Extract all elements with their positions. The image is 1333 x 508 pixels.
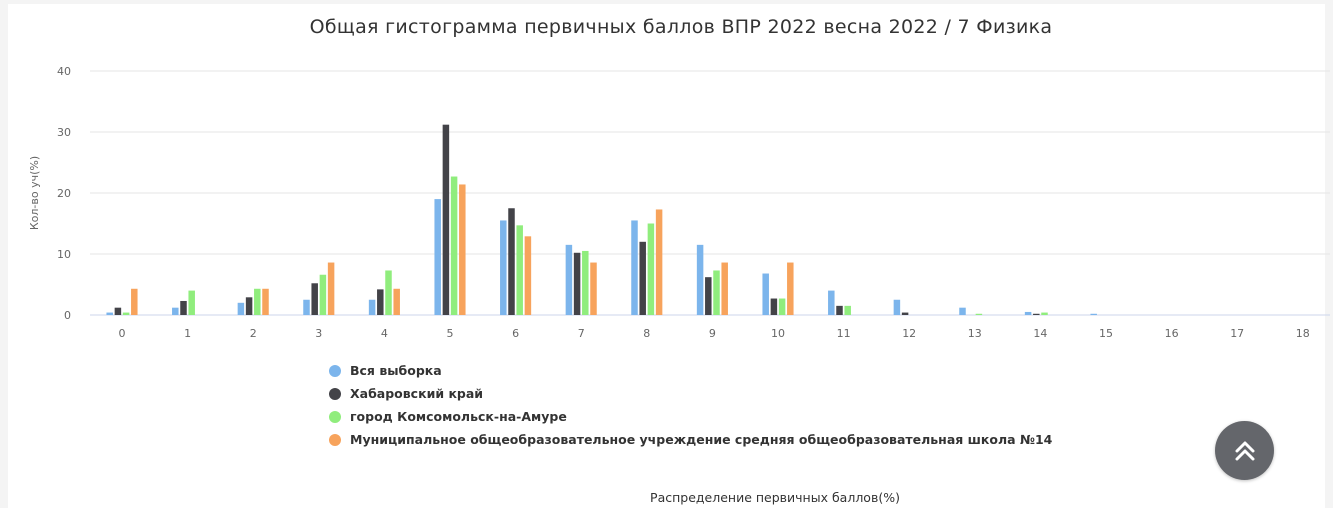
bar-series-1-cat-3 xyxy=(303,299,310,315)
bar-series-3-cat-4 xyxy=(385,270,392,315)
bar-series-1-cat-2 xyxy=(237,302,245,315)
bar-series-2-cat-11 xyxy=(836,305,843,315)
legend-label: Вся выборка xyxy=(350,363,442,378)
bar-series-3-cat-0 xyxy=(122,312,130,315)
chart-legend: Вся выборка Хабаровский край город Комсомо… xyxy=(329,359,1052,451)
x-tick-label: 4 xyxy=(381,327,388,340)
bar-series-4-cat-8 xyxy=(655,209,663,315)
x-tick-label: 8 xyxy=(643,327,650,340)
bar-series-4-cat-3 xyxy=(327,262,335,315)
bar-series-4-cat-9 xyxy=(721,262,728,315)
bar-series-2-cat-14 xyxy=(1033,313,1040,315)
bar-series-1-cat-5 xyxy=(434,199,441,315)
bar-series-2-cat-10 xyxy=(770,298,778,315)
x-tick-label: 15 xyxy=(1099,327,1113,340)
legend-item[interactable]: Хабаровский край xyxy=(329,382,1052,405)
x-tick-label: 17 xyxy=(1230,327,1244,340)
bar-series-1-cat-13 xyxy=(959,307,966,315)
x-tick-label: 11 xyxy=(837,327,851,340)
chart-title: Общая гистограмма первичных баллов ВПР 2… xyxy=(309,16,1053,38)
legend-label: город Комсомольск-на-Амуре xyxy=(350,409,567,424)
x-tick-label: 18 xyxy=(1296,327,1310,340)
bar-series-2-cat-6 xyxy=(508,208,515,315)
bar-series-1-cat-7 xyxy=(565,244,573,315)
y-tick-label: 30 xyxy=(57,126,71,139)
x-tick-label: 2 xyxy=(250,327,257,340)
bar-series-1-cat-12 xyxy=(893,299,901,315)
bar-series-2-cat-12 xyxy=(901,312,909,315)
bar-series-1-cat-10 xyxy=(762,273,769,315)
legend-label: Хабаровский край xyxy=(350,386,484,401)
x-tick-label: 5 xyxy=(447,327,454,340)
bar-series-4-cat-10 xyxy=(787,262,794,315)
bar-series-1-cat-1 xyxy=(172,307,179,315)
bar-series-1-cat-9 xyxy=(696,244,704,315)
bar-series-3-cat-7 xyxy=(582,250,589,315)
x-tick-label: 13 xyxy=(968,327,982,340)
legend-swatch xyxy=(329,387,341,400)
bar-series-3-cat-8 xyxy=(647,223,655,315)
bar-series-3-cat-9 xyxy=(713,270,720,315)
x-tick-label: 12 xyxy=(902,327,916,340)
legend-item[interactable]: город Комсомольск-на-Амуре xyxy=(329,405,1052,428)
bar-series-1-cat-8 xyxy=(631,220,638,315)
bar-series-3-cat-14 xyxy=(1041,312,1048,315)
bar-series-1-cat-0 xyxy=(106,312,113,315)
legend-swatch xyxy=(329,410,341,423)
bar-series-3-cat-13 xyxy=(975,313,983,315)
bar-series-2-cat-4 xyxy=(377,289,384,315)
x-tick-label: 6 xyxy=(512,327,519,340)
legend-swatch xyxy=(329,364,341,377)
chart-panel xyxy=(8,4,1325,508)
legend-swatch xyxy=(329,433,341,446)
bar-series-4-cat-4 xyxy=(393,288,400,315)
bar-series-3-cat-1 xyxy=(188,290,195,315)
y-tick-label: 0 xyxy=(64,309,71,322)
x-tick-label: 9 xyxy=(709,327,716,340)
y-axis-title: Кол-во уч(%) xyxy=(28,156,41,230)
x-tick-label: 0 xyxy=(119,327,126,340)
legend-item[interactable]: Вся выборка xyxy=(329,359,1052,382)
x-tick-label: 16 xyxy=(1165,327,1179,340)
y-tick-label: 10 xyxy=(57,248,71,261)
bar-series-2-cat-7 xyxy=(573,252,581,315)
double-chevron-up-icon xyxy=(1235,441,1254,460)
bar-series-2-cat-2 xyxy=(245,297,253,315)
bar-series-4-cat-7 xyxy=(590,262,597,315)
bar-series-4-cat-0 xyxy=(131,288,138,315)
bar-series-2-cat-3 xyxy=(311,283,318,315)
bar-series-4-cat-2 xyxy=(262,288,269,315)
x-tick-label: 3 xyxy=(315,327,322,340)
x-tick-label: 1 xyxy=(184,327,191,340)
bar-series-1-cat-6 xyxy=(500,220,507,315)
bar-series-3-cat-3 xyxy=(319,274,327,315)
x-tick-label: 7 xyxy=(578,327,585,340)
x-tick-label: 10 xyxy=(771,327,785,340)
y-tick-label: 20 xyxy=(57,187,71,200)
bar-series-2-cat-1 xyxy=(180,300,187,315)
bar-series-4-cat-5 xyxy=(459,184,466,315)
bar-series-1-cat-11 xyxy=(828,290,835,315)
bar-series-2-cat-8 xyxy=(639,241,646,315)
y-tick-label: 40 xyxy=(57,65,71,78)
bar-series-3-cat-11 xyxy=(844,305,851,315)
scroll-to-top-button[interactable] xyxy=(1215,421,1274,480)
x-axis-caption: Распределение первичных баллов(%) xyxy=(650,490,900,505)
bar-series-3-cat-2 xyxy=(254,288,261,315)
bar-series-3-cat-10 xyxy=(778,298,786,315)
bar-series-1-cat-4 xyxy=(368,299,376,315)
bar-series-3-cat-5 xyxy=(450,176,458,315)
bar-series-4-cat-6 xyxy=(524,236,532,315)
legend-item[interactable]: Муниципальное общеобразовательное учрежд… xyxy=(329,428,1052,451)
x-tick-label: 14 xyxy=(1033,327,1047,340)
bar-series-1-cat-14 xyxy=(1024,311,1032,315)
bar-series-2-cat-9 xyxy=(705,277,712,315)
bar-series-2-cat-5 xyxy=(442,124,450,316)
bar-series-1-cat-15 xyxy=(1090,313,1097,315)
bar-series-3-cat-6 xyxy=(516,225,523,315)
legend-label: Муниципальное общеобразовательное учрежд… xyxy=(350,432,1053,447)
bar-series-2-cat-0 xyxy=(114,307,122,315)
